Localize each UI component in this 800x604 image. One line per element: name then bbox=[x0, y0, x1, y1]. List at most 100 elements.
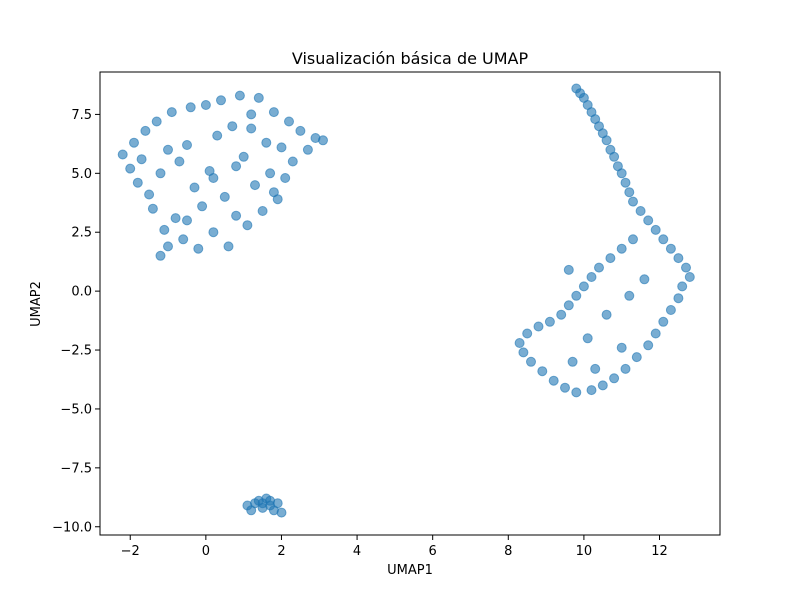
scatter-point bbox=[533, 321, 544, 332]
scatter-point bbox=[601, 309, 612, 320]
scatter-point bbox=[563, 264, 574, 275]
scatter-point bbox=[170, 213, 181, 224]
scatter-point bbox=[182, 215, 192, 226]
scatter-point bbox=[253, 92, 264, 103]
scatter-point bbox=[280, 173, 291, 183]
points-layer bbox=[117, 83, 695, 518]
scatter-point bbox=[295, 125, 306, 136]
scatter-point bbox=[182, 140, 192, 150]
x-tick-label: 10 bbox=[576, 544, 593, 559]
x-tick-label: 6 bbox=[429, 544, 437, 559]
scatter-point bbox=[257, 206, 268, 216]
scatter-point bbox=[609, 151, 620, 162]
scatter-point bbox=[136, 154, 147, 165]
scatter-point bbox=[665, 243, 676, 254]
scatter-point bbox=[193, 243, 204, 254]
x-axis-label: UMAP1 bbox=[387, 563, 433, 578]
scatter-point bbox=[609, 373, 620, 384]
scatter-point bbox=[234, 90, 245, 101]
y-tick-label: 5.0 bbox=[71, 167, 92, 182]
scatter-point bbox=[284, 116, 294, 127]
scatter-point bbox=[567, 356, 578, 367]
scatter-point bbox=[620, 363, 631, 374]
scatter-point bbox=[526, 356, 536, 367]
scatter-point bbox=[658, 234, 669, 245]
scatter-point bbox=[571, 290, 582, 301]
scatter-point bbox=[624, 290, 635, 301]
scatter-point bbox=[151, 116, 162, 127]
scatter-point bbox=[624, 187, 635, 198]
scatter-point bbox=[639, 274, 650, 285]
scatter-point bbox=[586, 385, 597, 396]
scatter-point bbox=[560, 382, 570, 393]
scatter-point bbox=[302, 144, 313, 155]
scatter-point bbox=[238, 151, 249, 162]
scatter-point bbox=[287, 156, 298, 167]
scatter-point bbox=[246, 109, 257, 120]
scatter-point bbox=[658, 316, 669, 327]
scatter-point bbox=[159, 224, 170, 235]
y-tick-label: 2.5 bbox=[71, 226, 92, 241]
scatter-point bbox=[518, 347, 529, 358]
y-tick-label: 7.5 bbox=[71, 108, 92, 123]
scatter-point bbox=[620, 177, 631, 188]
scatter-point bbox=[631, 352, 642, 363]
scatter-point bbox=[208, 173, 219, 183]
scatter-point bbox=[597, 380, 608, 391]
scatter-point bbox=[129, 137, 139, 148]
scatter-point bbox=[556, 309, 567, 320]
scatter-point bbox=[635, 206, 646, 216]
scatter-point bbox=[144, 189, 155, 200]
scatter-point bbox=[643, 340, 654, 351]
scatter-point bbox=[261, 137, 272, 148]
scatter-point bbox=[594, 262, 604, 273]
scatter-point bbox=[185, 102, 196, 113]
scatter-point bbox=[605, 253, 616, 264]
scatter-point bbox=[578, 281, 589, 292]
chart-title: Visualización básica de UMAP bbox=[292, 49, 529, 68]
scatter-point bbox=[140, 125, 151, 136]
scatter-point bbox=[590, 363, 601, 374]
scatter-point bbox=[276, 507, 287, 518]
scatter-point bbox=[616, 342, 627, 353]
scatter-point bbox=[246, 123, 257, 134]
x-tick-label: 2 bbox=[277, 544, 285, 559]
scatter-point bbox=[155, 168, 166, 179]
x-tick-label: 4 bbox=[353, 544, 361, 559]
x-axis-ticks: −2 0 2 4 6 8 10 12 bbox=[121, 535, 668, 559]
y-axis-label: UMAP2 bbox=[29, 281, 44, 327]
x-tick-label: 8 bbox=[504, 544, 512, 559]
scatter-point bbox=[616, 243, 627, 254]
scatter-point bbox=[544, 316, 555, 327]
x-tick-label: −2 bbox=[121, 544, 140, 559]
scatter-point bbox=[673, 253, 684, 264]
scatter-point bbox=[223, 241, 234, 252]
scatter-point bbox=[163, 144, 173, 155]
scatter-point bbox=[163, 241, 173, 252]
scatter-point bbox=[132, 177, 143, 188]
scatter-point bbox=[125, 163, 136, 174]
scatter-point bbox=[537, 366, 548, 377]
scatter-point bbox=[643, 215, 654, 226]
scatter-point bbox=[650, 328, 661, 339]
scatter-point bbox=[616, 168, 627, 179]
scatter-point bbox=[268, 187, 279, 198]
scatter-point bbox=[318, 135, 328, 146]
axes-frame bbox=[99, 71, 721, 536]
scatter-point bbox=[276, 142, 287, 153]
plot-area: −2 0 2 4 6 8 10 12 −10.0 −7.5 −5.0 −2.5 0.0 2.5 5.0 7.… bbox=[52, 71, 721, 559]
scatter-point bbox=[650, 224, 661, 235]
scatter-point bbox=[242, 220, 253, 231]
scatter-point bbox=[216, 95, 226, 106]
scatter-point bbox=[178, 234, 189, 245]
scatter-point bbox=[197, 201, 208, 212]
y-tick-label: −10.0 bbox=[52, 520, 92, 535]
scatter-point bbox=[684, 272, 695, 282]
y-tick-label: −5.0 bbox=[60, 402, 92, 417]
scatter-point bbox=[563, 300, 574, 311]
scatter-point bbox=[219, 191, 230, 202]
scatter-point bbox=[212, 130, 223, 141]
